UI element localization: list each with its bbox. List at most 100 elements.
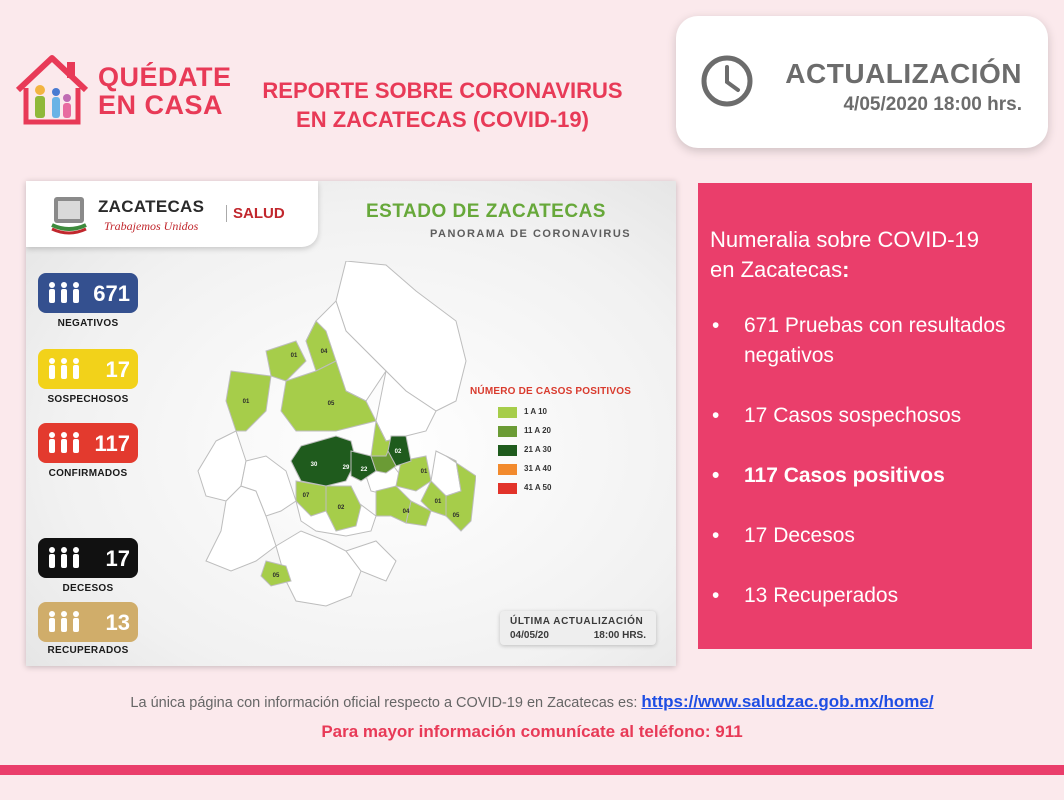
- footer-phone: Para mayor información comunícate al tel…: [321, 722, 743, 741]
- map-region: [395, 455, 432, 492]
- list-item-text: 117 Casos positivos: [744, 464, 945, 487]
- infographic-title: ESTADO DE ZACATECAS: [366, 201, 606, 222]
- report-title-line1: REPORTE SOBRE CORONAVIRUS: [262, 78, 623, 103]
- legend-swatch: [498, 445, 517, 456]
- update-datetime: 4/05/2020 18:00 hrs.: [843, 94, 1022, 115]
- legend-swatch: [498, 426, 517, 437]
- map-label: 02: [395, 449, 402, 455]
- map-label: 05: [453, 513, 460, 519]
- state-seal-icon: [51, 197, 87, 235]
- map-region: [225, 370, 272, 432]
- last-update-box: ÚLTIMA ACTUALIZACIÓN 04/05/20 18:00 HRS.: [500, 611, 656, 645]
- legend-item: 41 A 50: [470, 481, 670, 500]
- people-icon: [46, 546, 82, 576]
- list-item: • 117 Casos positivos: [710, 461, 1026, 491]
- stat-negativos: 671: [38, 273, 138, 313]
- bullet: •: [712, 524, 720, 547]
- last-update-title: ÚLTIMA ACTUALIZACIÓN: [510, 616, 644, 627]
- stat-label: CONFIRMADOS: [48, 468, 128, 479]
- map-region: [387, 435, 412, 467]
- map-region: [197, 430, 247, 502]
- government-name: ZACATECAS: [98, 197, 205, 216]
- bullet: •: [712, 314, 720, 337]
- map-region: [375, 485, 412, 524]
- people-icon: [46, 431, 82, 461]
- list-item: • 17 Decesos: [710, 521, 1026, 551]
- people-icon: [46, 357, 82, 387]
- map-label: 02: [338, 505, 345, 511]
- clock-icon: [701, 55, 753, 107]
- panel-heading-line2-text: en Zacatecas: [710, 257, 843, 282]
- infographic-subtitle: PANORAMA DE CORONAVIRUS: [430, 228, 632, 240]
- stat-label: SOSPECHOSOS: [47, 394, 129, 405]
- government-logo: ZACATECAS Trabajemos Unidos SALUD: [26, 181, 318, 247]
- map-label: 01: [291, 353, 298, 359]
- map-label: 29: [343, 465, 350, 471]
- list-item: • 17 Casos sospechosos: [710, 401, 1026, 431]
- panel-heading: Numeralia sobre COVID-19 en Zacatecas:: [710, 225, 1030, 285]
- map-region: [305, 320, 337, 372]
- stat-decesos: 17: [38, 538, 138, 578]
- stat-label: NEGATIVOS: [57, 318, 119, 329]
- update-card: ACTUALIZACIÓN 4/05/2020 18:00 hrs.: [676, 16, 1048, 148]
- legend-label: 21 A 30: [524, 445, 552, 454]
- map-region: [275, 530, 362, 607]
- panel-heading-line1: Numeralia sobre COVID-19: [710, 227, 979, 252]
- map-region: [290, 435, 357, 487]
- bullet: •: [712, 404, 720, 427]
- map-region: [240, 455, 297, 517]
- list-item-text: 671 Pruebas con resultados negativos: [744, 314, 1006, 367]
- map-region: [260, 560, 292, 587]
- stat-recuperados: 13: [38, 602, 138, 642]
- map-region: [350, 450, 377, 482]
- map-label: 01: [421, 469, 428, 475]
- map-label: 05: [273, 573, 280, 579]
- list-item: • 13 Recuperados: [710, 581, 1026, 611]
- stat-confirmados: 117: [38, 423, 138, 463]
- map-label: 04: [321, 349, 328, 355]
- legend-label: 11 A 20: [524, 426, 551, 435]
- covid-infographic: ZACATECAS Trabajemos Unidos SALUD ESTADO…: [26, 181, 676, 666]
- stat-sospechosos: 17: [38, 349, 138, 389]
- bullet: •: [712, 584, 720, 607]
- house-family-icon: [15, 55, 89, 125]
- map-label: 30: [311, 462, 318, 468]
- legend-label: 31 A 40: [524, 464, 552, 473]
- bullet: •: [712, 464, 720, 487]
- map-region: [370, 449, 397, 474]
- last-update-time: 18:00 HRS.: [593, 630, 646, 641]
- panel-heading-colon: :: [842, 257, 850, 282]
- stat-value: 671: [93, 281, 130, 306]
- map-region: [345, 540, 397, 582]
- stat-value: 17: [105, 546, 130, 571]
- stat-value: 17: [105, 357, 130, 382]
- report-title-line2: EN ZACATECAS (COVID-19): [296, 107, 589, 132]
- legend-swatch: [498, 407, 517, 418]
- legend-item: 31 A 40: [470, 462, 670, 481]
- update-title: ACTUALIZACIÓN: [785, 58, 1022, 89]
- map-label: 05: [328, 401, 335, 407]
- list-item-text: 17 Casos sospechosos: [744, 404, 962, 427]
- legend-swatch: [498, 483, 517, 494]
- quedate-en-casa-logo: QUÉDATE EN CASA: [12, 50, 242, 130]
- footer-info-text: La única página con información oficial …: [130, 695, 642, 711]
- official-site-link[interactable]: https://www.saludzac.gob.mx/home/: [641, 692, 934, 711]
- bottom-bar: [0, 765, 1064, 775]
- stat-label: RECUPERADOS: [47, 645, 129, 656]
- legend-item: 11 A 20: [470, 424, 670, 443]
- stat-label: DECESOS: [62, 583, 114, 594]
- people-icon: [46, 610, 82, 640]
- panel-heading-line2: en Zacatecas:: [710, 255, 1030, 285]
- salud-logo: SALUD: [226, 205, 285, 222]
- legend-swatch: [498, 464, 517, 475]
- legend-label: 1 A 10: [524, 407, 547, 416]
- legend-item: 21 A 30: [470, 443, 670, 462]
- list-item-text: 13 Recuperados: [744, 584, 899, 607]
- map-region: [265, 340, 307, 382]
- map-label: 01: [435, 499, 442, 505]
- report-title: REPORTE SOBRE CORONAVIRUS EN ZACATECAS (…: [245, 76, 640, 134]
- map-region: [420, 480, 447, 517]
- list-item: • 671 Pruebas con resultados negativos: [710, 311, 1026, 371]
- legend-item: 1 A 10: [470, 405, 670, 424]
- government-motto: Trabajemos Unidos: [104, 219, 199, 233]
